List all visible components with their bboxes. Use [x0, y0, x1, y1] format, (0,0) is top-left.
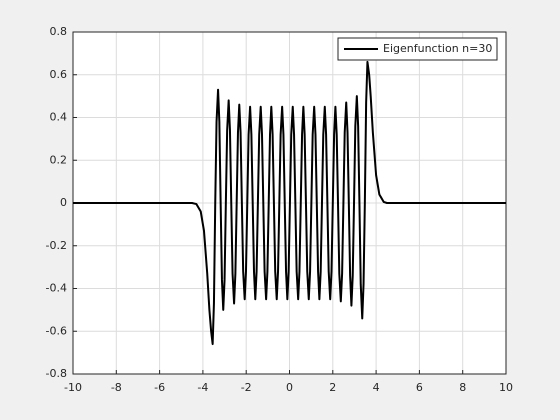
data-line	[73, 60, 506, 346]
y-tick-label: -0.4	[46, 282, 67, 295]
x-tick-label: 4	[373, 381, 380, 394]
y-tick-label: -0.8	[46, 367, 67, 380]
x-tick-label: -6	[154, 381, 165, 394]
x-tick-label: 0	[286, 381, 293, 394]
y-tick-label: 0.6	[50, 68, 68, 81]
x-tick-label: 10	[499, 381, 513, 394]
y-tick-label: 0	[60, 196, 67, 209]
x-tick-label: -10	[64, 381, 82, 394]
x-tick-label: 6	[416, 381, 423, 394]
y-tick-label: 0.2	[50, 153, 68, 166]
x-tick-label: 2	[329, 381, 336, 394]
y-tick-label: 0.4	[50, 111, 68, 124]
y-tick-label: 0.8	[50, 25, 68, 38]
x-tick-label: -8	[111, 381, 122, 394]
x-tick-label: -2	[241, 381, 252, 394]
legend-label: Eigenfunction n=30	[383, 42, 492, 55]
legend-box	[337, 37, 498, 61]
x-tick-label: 8	[459, 381, 466, 394]
x-tick-label: -4	[197, 381, 208, 394]
y-tick-label: -0.6	[46, 324, 67, 337]
y-tick-label: -0.2	[46, 239, 67, 252]
